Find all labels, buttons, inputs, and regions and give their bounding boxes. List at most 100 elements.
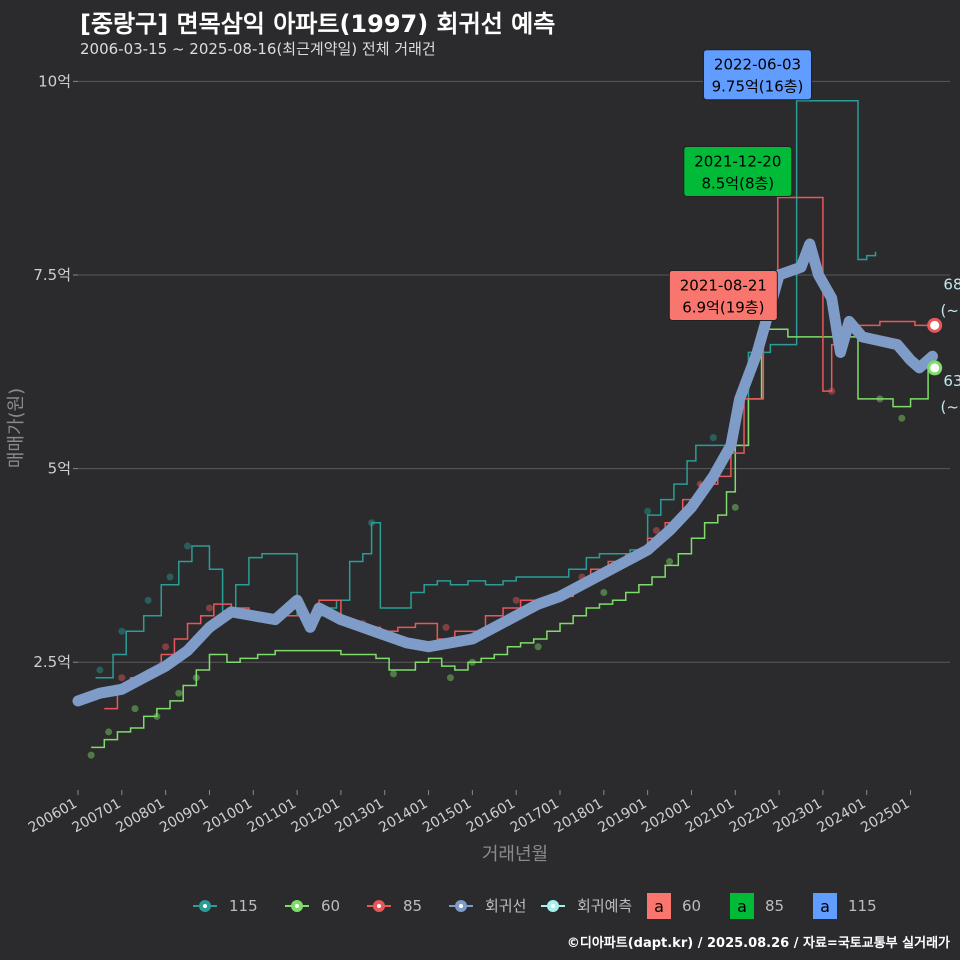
scatter-point: [446, 674, 454, 682]
scatter-point: [512, 596, 520, 604]
y-tick-label: 10억: [38, 72, 71, 90]
scatter-point: [534, 643, 542, 651]
legend-item: 회귀선: [449, 897, 526, 915]
annotations: 2021-08-216.9억(19층)2021-12-208.5억(8층)202…: [668, 49, 813, 321]
annotation-value: 6.9억(19층): [682, 298, 764, 316]
regression-line: [72, 238, 938, 707]
annotation-box: [703, 49, 813, 101]
forecast-price: 68,500: [943, 275, 960, 293]
x-tick-label: 201601: [464, 796, 518, 837]
legend-marker-dot: [295, 904, 299, 908]
x-tick-label: 202401: [814, 796, 868, 837]
scatter-point: [389, 670, 397, 678]
y-axis-ticks: 2.5억 5억 7.5억 10억: [33, 72, 78, 671]
x-tick-label: 201301: [332, 796, 386, 837]
legend-item: 85: [367, 897, 422, 915]
forecast-price: 63,000: [943, 372, 960, 390]
scatter-point: [898, 414, 906, 422]
legend-glyph: a: [654, 897, 664, 916]
forecast-area: (~60㎡): [940, 398, 960, 416]
x-tick-label: 201401: [376, 796, 430, 837]
legend-item: a 60: [647, 893, 701, 919]
x-tick-label: 201701: [508, 796, 562, 837]
series-line-85: [104, 196, 933, 710]
annotation-date: 2021-12-20: [694, 153, 781, 171]
legend-swatch: [730, 893, 754, 919]
scatter-point: [131, 705, 139, 713]
forecast-point: [927, 317, 943, 333]
x-tick-label: 202101: [683, 796, 737, 837]
scatter-point: [118, 627, 126, 635]
legend-label: 60: [682, 897, 701, 915]
scatter-point: [175, 689, 183, 697]
scatter-point: [166, 573, 174, 581]
forecast-area: (~85㎡): [940, 301, 960, 319]
legend-glyph: a: [737, 897, 747, 916]
legend-item: 60: [285, 897, 340, 915]
chart-title: [중랑구] 면목삼익 아파트(1997) 회귀선 예측: [80, 10, 556, 38]
series-lines: [72, 99, 938, 749]
legend: 115 60 85 회귀선 회귀예측 a 60 a 85 a 115: [193, 893, 877, 919]
x-tick-label: 201101: [245, 796, 299, 837]
scatter-point: [442, 623, 450, 631]
x-tick-label: 201501: [420, 796, 474, 837]
scatter-point: [105, 728, 113, 736]
forecast-markers: 68,500 (~85㎡) 63,000 (~60㎡): [927, 275, 960, 416]
series-line-60: [91, 328, 929, 749]
scatter-point: [87, 751, 95, 759]
legend-marker-dot: [459, 904, 463, 908]
x-tick-label: 201801: [552, 796, 606, 837]
scatter-points: [87, 387, 906, 759]
scatter-point: [652, 527, 660, 535]
scatter-point: [731, 503, 739, 511]
legend-item: a 85: [730, 893, 784, 919]
legend-label: 85: [765, 897, 784, 915]
annotation-label: 2022-06-03 9.75억(16층): [703, 49, 813, 101]
scatter-point: [666, 558, 674, 566]
annotation-label: 2021-12-20 8.5억(8층): [683, 146, 793, 198]
legend-label: 회귀선: [485, 897, 526, 915]
grid-lines: [78, 80, 950, 663]
forecast-point: [927, 360, 943, 376]
legend-swatch: [647, 893, 671, 919]
x-tick-label: 201201: [289, 796, 343, 837]
annotation-date: 2022-06-03: [714, 56, 801, 74]
legend-swatch: [813, 893, 837, 919]
x-tick-label: 200801: [113, 796, 167, 837]
x-tick-label: 200901: [157, 796, 211, 837]
scatter-point: [184, 542, 192, 550]
legend-label: 60: [321, 897, 340, 915]
scatter-point: [118, 674, 126, 682]
legend-marker-dot: [377, 904, 381, 908]
y-axis-title: 매매가(원): [6, 388, 27, 468]
scatter-point: [162, 643, 170, 651]
legend-marker-dot: [551, 904, 555, 908]
annotation-value: 9.75억(16층): [712, 78, 804, 96]
legend-item: a 115: [813, 893, 877, 919]
x-tick-label: 202201: [727, 796, 781, 837]
scatter-point: [144, 596, 152, 604]
scatter-point: [600, 589, 608, 597]
x-tick-label: 201901: [595, 796, 649, 837]
y-tick-label: 2.5억: [33, 653, 71, 671]
scatter-point: [709, 434, 717, 442]
chart-subtitle: 2006-03-15 ~ 2025-08-16(최근계약일) 전체 거래건: [80, 40, 436, 58]
legend-marker-dot: [203, 904, 207, 908]
legend-label: 115: [848, 897, 877, 915]
legend-item: 115: [193, 897, 258, 915]
annotation-box: [683, 146, 793, 198]
x-axis-ticks: 2006012007012008012009012010012011012012…: [26, 790, 913, 836]
legend-label: 115: [229, 897, 258, 915]
legend-label: 85: [403, 897, 422, 915]
scatter-point: [96, 666, 104, 674]
y-tick-label: 7.5억: [33, 266, 71, 284]
scatter-point: [644, 507, 652, 515]
annotation-date: 2021-08-21: [680, 276, 767, 294]
annotation-value: 8.5억(8층): [701, 175, 774, 193]
x-tick-label: 202501: [858, 796, 912, 837]
source-caption: ©디아파트(dapt.kr) / 2025.08.26 / 자료=국토교통부 실…: [566, 936, 950, 951]
x-tick-label: 202001: [639, 796, 693, 837]
legend-glyph: a: [820, 897, 830, 916]
legend-label: 회귀예측: [577, 897, 632, 915]
